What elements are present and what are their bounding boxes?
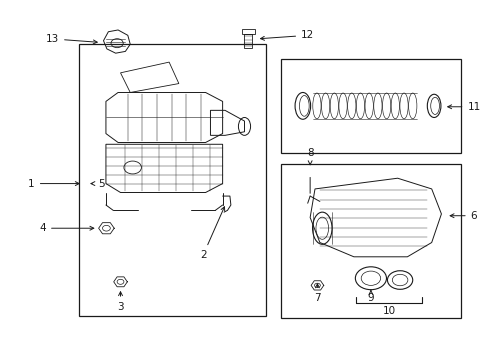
Text: 5: 5 — [91, 179, 104, 189]
Bar — [242, 29, 254, 34]
Bar — [79, 44, 266, 316]
Text: 8: 8 — [306, 148, 313, 165]
Text: 13: 13 — [46, 34, 97, 44]
Bar — [244, 34, 252, 48]
Text: 12: 12 — [260, 30, 314, 40]
Text: 9: 9 — [367, 290, 373, 303]
Bar — [281, 164, 460, 318]
Text: 1: 1 — [28, 179, 79, 189]
Text: 7: 7 — [313, 284, 320, 303]
Bar — [281, 59, 460, 153]
Text: 10: 10 — [382, 306, 395, 316]
Text: 11: 11 — [447, 102, 480, 112]
Text: 6: 6 — [449, 211, 476, 221]
Text: 4: 4 — [40, 223, 94, 233]
Text: 3: 3 — [117, 292, 123, 312]
Text: 2: 2 — [200, 207, 224, 260]
